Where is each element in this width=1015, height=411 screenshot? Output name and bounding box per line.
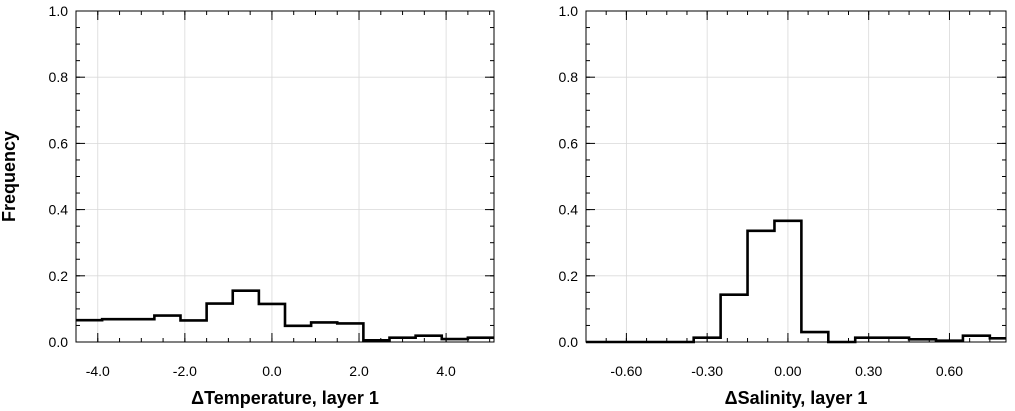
x-tick-label: -4.0 xyxy=(86,363,110,379)
x-tick-label: 0.60 xyxy=(936,363,963,379)
x-tick-label: 4.0 xyxy=(436,363,456,379)
x-tick-label: -2.0 xyxy=(173,363,197,379)
x-tick-label: 2.0 xyxy=(349,363,369,379)
tick-labels: -4.0 -2.0 0.0 2.0 4.0 0.0 0.2 0.4 0.6 0.8 1.0 xyxy=(49,3,457,379)
y-tick-label: 0.4 xyxy=(49,202,69,218)
grid-lines xyxy=(76,10,494,343)
axis-ticks xyxy=(75,10,494,343)
y-tick-label: 1.0 xyxy=(49,3,69,19)
tick-labels: -0.60 -0.30 0.00 0.30 0.60 0.0 0.2 0.4 0.6 0.8 1.0 xyxy=(559,3,964,379)
x-tick-label: -0.60 xyxy=(610,363,642,379)
y-tick-label: 1.0 xyxy=(559,3,579,19)
x-axis-label: ΔTemperature, layer 1 xyxy=(191,388,379,408)
x-tick-label: -0.30 xyxy=(691,363,723,379)
y-tick-label: 0.8 xyxy=(49,69,69,85)
x-tick-label: 0.00 xyxy=(774,363,801,379)
y-tick-label: 0.6 xyxy=(559,135,579,151)
y-tick-label: 0.0 xyxy=(559,334,579,350)
axis-ticks xyxy=(585,10,1006,343)
grid-lines xyxy=(586,10,1006,343)
plot-frame xyxy=(585,10,1007,343)
salinity-histogram-line xyxy=(586,219,1006,344)
y-tick-label: 0.0 xyxy=(49,334,69,350)
y-tick-label: 0.8 xyxy=(559,69,579,85)
x-axis-label: ΔSalinity, layer 1 xyxy=(725,388,868,408)
salinity-histogram-panel: -0.60 -0.30 0.00 0.30 0.60 0.0 0.2 0.4 0.6 0.8 1.0… xyxy=(559,3,1007,408)
y-tick-label: 0.2 xyxy=(49,268,69,284)
y-axis-label: Frequency xyxy=(0,131,19,222)
y-tick-label: 0.2 xyxy=(559,268,579,284)
y-tick-label: 0.6 xyxy=(49,135,69,151)
temperature-histogram-panel: -4.0 -2.0 0.0 2.0 4.0 0.0 0.2 0.4 0.6 0.8 1.0 ΔTem… xyxy=(0,3,495,408)
y-tick-label: 0.4 xyxy=(559,202,579,218)
x-tick-label: 0.0 xyxy=(262,363,282,379)
x-tick-label: 0.30 xyxy=(855,363,882,379)
temperature-histogram-line xyxy=(76,289,494,342)
plot-frame xyxy=(75,10,495,343)
